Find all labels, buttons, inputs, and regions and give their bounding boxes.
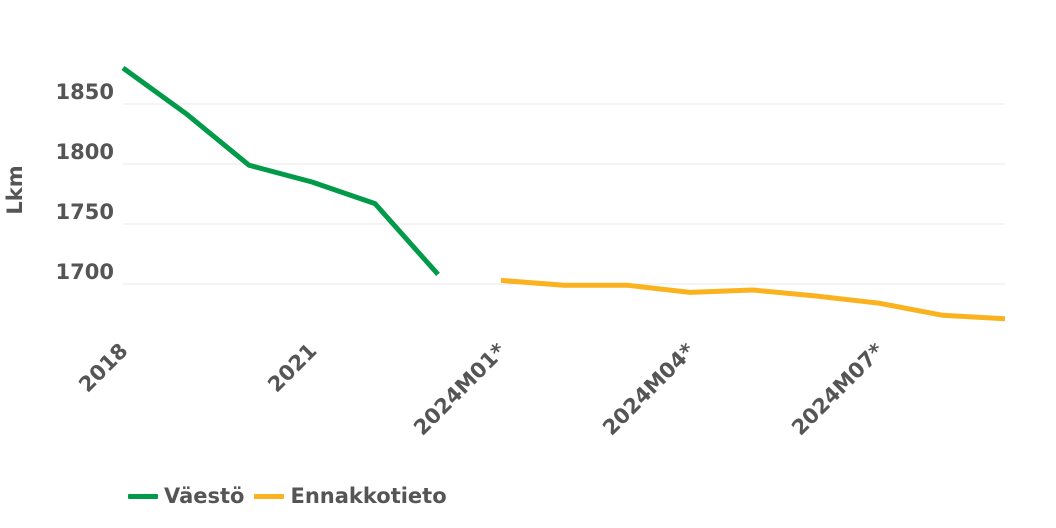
x-tick-label: 2018: [74, 339, 132, 397]
legend-label-ennakkotieto: Ennakkotieto: [290, 484, 447, 508]
series-lines: [121, 65, 1006, 322]
legend-swatch-ennakkotieto: [254, 493, 285, 499]
y-tick-label: 1700: [56, 260, 114, 284]
gridlines: [123, 103, 1005, 285]
y-tick-label: 1800: [56, 140, 114, 164]
y-axis-title: Lkm: [3, 165, 27, 214]
legend-label-vaesto: Väestö: [164, 484, 245, 508]
legend-swatch-vaesto: [128, 493, 158, 499]
legend: Väestö Ennakkotieto: [128, 484, 457, 508]
x-tick-label: 2021: [263, 339, 321, 397]
x-tick-label: 2024M04*: [598, 339, 700, 441]
line-chart: 1700 1750 1800 1850 2018 2021 2024M01* 2024M04…: [3, 65, 1006, 441]
x-axis-ticks: 2018 2021 2024M01* 2024M04* 2024M07*: [74, 339, 888, 441]
legend-item-vaesto[interactable]: Väestö: [128, 484, 244, 508]
y-tick-label: 1850: [56, 80, 114, 104]
x-tick-label: 2024M01*: [409, 339, 511, 441]
series-line-0: [121, 65, 440, 277]
legend-item-ennakkotieto[interactable]: Ennakkotieto: [254, 484, 447, 508]
series-line-1: [500, 277, 1006, 322]
x-tick-label: 2024M07*: [787, 339, 889, 441]
y-tick-label: 1750: [56, 200, 114, 224]
y-axis-ticks: 1700 1750 1800 1850: [56, 80, 114, 284]
